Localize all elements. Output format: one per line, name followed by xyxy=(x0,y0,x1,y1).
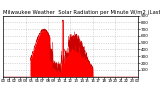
Text: Milwaukee Weather  Solar Radiation per Minute W/m2 (Last 24 Hours): Milwaukee Weather Solar Radiation per Mi… xyxy=(3,10,160,15)
